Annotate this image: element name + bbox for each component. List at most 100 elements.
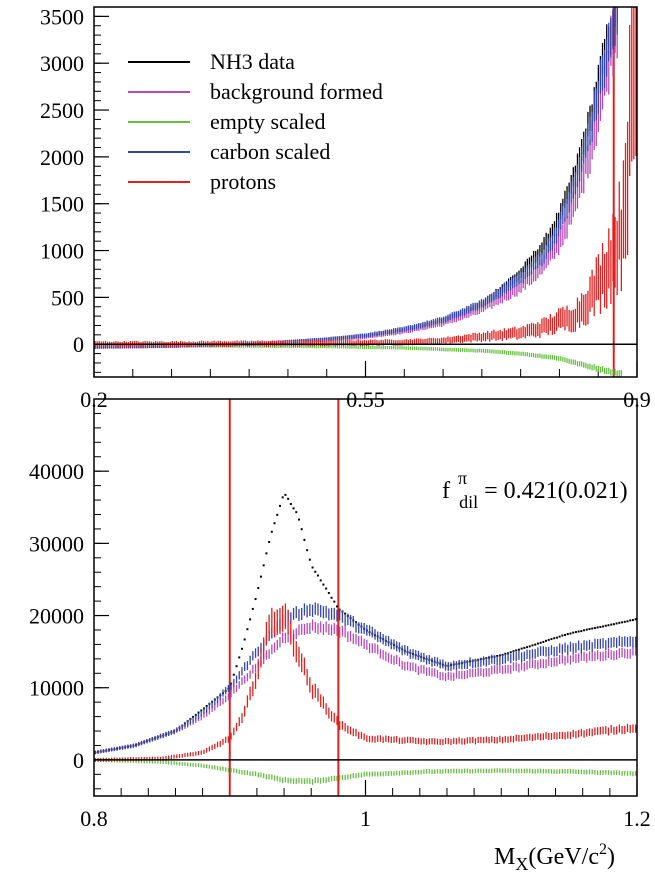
- bottom-series: [94, 493, 637, 785]
- data-point: [591, 627, 594, 630]
- data-point: [509, 651, 512, 654]
- data-point: [278, 504, 281, 507]
- data-point: [200, 709, 203, 712]
- data-point: [550, 638, 553, 641]
- data-point: [270, 530, 273, 533]
- data-point: [335, 605, 338, 608]
- data-point: [523, 646, 526, 649]
- x-title-sub: X: [515, 854, 528, 874]
- data-point: [634, 618, 637, 621]
- bottom-ticks: [93, 398, 638, 796]
- y-tick-label: 10000: [29, 676, 84, 701]
- data-point: [599, 625, 602, 628]
- y-tick-label: 3500: [40, 4, 84, 29]
- data-point: [536, 642, 539, 645]
- data-point: [235, 665, 238, 668]
- x-tick-label: 0.8: [80, 806, 108, 831]
- data-point: [327, 592, 330, 595]
- data-point: [553, 637, 556, 640]
- legend: NH3 data background formed empty scaled car…: [128, 49, 383, 194]
- x-title-unit: (GeV/c: [528, 844, 599, 870]
- data-point: [281, 496, 284, 499]
- data-point: [618, 621, 621, 624]
- top-y-tick-labels: 0 500 1000 1500 2000 2500 3000 3500: [40, 4, 84, 357]
- data-point: [569, 632, 572, 635]
- legend-item: carbon scaled: [128, 139, 330, 164]
- data-point: [588, 628, 591, 631]
- data-point: [295, 511, 298, 514]
- data-point: [192, 715, 195, 718]
- data-point: [322, 583, 325, 586]
- data-point: [593, 626, 596, 629]
- data-point: [316, 574, 319, 577]
- dilution-factor-annotation: f π dil = 0.421(0.021): [442, 464, 628, 514]
- data-point: [303, 538, 306, 541]
- data-point: [615, 622, 618, 625]
- data-point: [517, 648, 520, 651]
- top-series: [94, 7, 637, 377]
- data-point: [238, 656, 241, 659]
- y-tick-label: 2500: [40, 98, 84, 123]
- y-tick-label: 40000: [29, 459, 84, 484]
- data-point: [333, 600, 336, 603]
- data-point: [249, 618, 252, 621]
- data-point: [526, 646, 529, 649]
- data-point: [528, 645, 531, 648]
- top-plot-frame: [93, 6, 638, 378]
- data-point: [330, 596, 333, 599]
- bottom-x-tick-labels: 0.8 1 1.2: [80, 806, 651, 831]
- y-tick-label: 0: [73, 332, 84, 357]
- x-tick-label: 1.2: [623, 806, 651, 831]
- data-point: [577, 630, 580, 633]
- data-point: [289, 502, 292, 505]
- legend-label: empty scaled: [210, 109, 325, 134]
- data-point: [284, 493, 287, 496]
- data-point: [607, 624, 610, 627]
- annotation-value: = 0.421(0.021): [484, 478, 628, 504]
- series-empty-scaled: [94, 343, 622, 377]
- data-point: [265, 552, 268, 555]
- data-point: [626, 620, 629, 623]
- data-point: [240, 647, 243, 650]
- data-point: [297, 518, 300, 521]
- data-point: [251, 607, 254, 610]
- data-point: [197, 711, 200, 714]
- data-point: [542, 640, 545, 643]
- series-nh3-data: [94, 7, 618, 349]
- data-point: [610, 623, 613, 626]
- data-point: [602, 625, 605, 628]
- data-point: [254, 598, 257, 601]
- data-point: [257, 587, 260, 590]
- y-tick-label: 30000: [29, 531, 84, 556]
- data-point: [574, 631, 577, 634]
- data-point: [311, 566, 314, 569]
- x-tick-label: 1: [360, 806, 371, 831]
- series-protons: [94, 7, 637, 348]
- legend-item: empty scaled: [128, 109, 325, 134]
- data-point: [259, 575, 262, 578]
- series-carbon-scaled: [94, 7, 618, 349]
- data-point: [515, 649, 518, 652]
- data-point: [504, 652, 507, 655]
- series-background-formed: [94, 7, 618, 349]
- data-point: [572, 631, 575, 634]
- legend-label: protons: [210, 169, 276, 194]
- data-point: [520, 647, 523, 650]
- legend-label: background formed: [210, 79, 383, 104]
- legend-label: carbon scaled: [210, 139, 330, 164]
- data-point: [287, 497, 290, 500]
- data-point: [246, 628, 249, 631]
- series-protons: [94, 603, 637, 762]
- data-point: [232, 673, 235, 676]
- series-nh3-data: [94, 493, 637, 754]
- data-point: [319, 579, 322, 582]
- legend-item: NH3 data: [128, 49, 295, 74]
- annotation-sub: dil: [459, 492, 478, 512]
- data-point: [583, 629, 586, 632]
- data-point: [547, 638, 550, 641]
- data-point: [308, 558, 311, 561]
- legend-label: NH3 data: [210, 49, 295, 74]
- bottom-y-tick-labels: 0 10000 20000 30000 40000: [29, 459, 84, 773]
- bottom-panel: 0 10000 20000 30000 40000 0.8 1 1.2 f π dil = …: [29, 398, 651, 874]
